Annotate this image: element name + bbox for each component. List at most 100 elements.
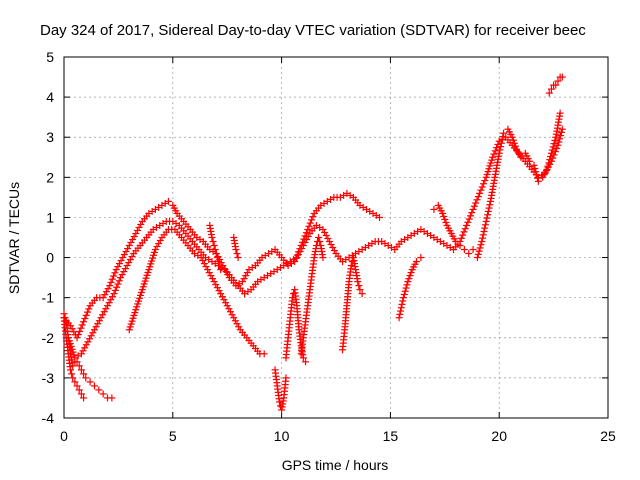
chart-title: Day 324 of 2017, Sidereal Day-to-day VTE… — [40, 22, 586, 39]
data-point — [551, 136, 559, 144]
data-point — [68, 325, 76, 333]
data-point — [85, 305, 93, 313]
data-point — [114, 280, 122, 288]
data-point — [77, 366, 85, 374]
data-point — [356, 286, 364, 294]
data-point — [130, 232, 138, 240]
data-point — [481, 221, 489, 229]
data-point — [301, 239, 309, 247]
data-point — [80, 318, 88, 326]
data-point — [442, 218, 450, 226]
data-point — [233, 250, 241, 258]
data-point — [125, 259, 133, 267]
data-point — [234, 254, 242, 262]
data-point — [214, 258, 222, 266]
data-point — [153, 243, 161, 251]
data-point — [99, 390, 107, 398]
data-point — [155, 240, 163, 248]
data-point — [104, 285, 112, 293]
data-point — [79, 347, 87, 355]
data-point — [543, 165, 551, 173]
data-point — [509, 136, 517, 144]
data-point — [468, 209, 476, 217]
data-point — [86, 335, 94, 343]
y-axis: -4 -3 -2 -1 0 1 2 3 4 5 — [42, 49, 608, 426]
data-point — [417, 254, 425, 262]
data-point — [208, 234, 216, 241]
data-point — [400, 290, 408, 298]
data-point — [226, 308, 234, 316]
data-points — [60, 73, 566, 414]
data-point — [211, 246, 219, 254]
data-point — [86, 378, 94, 386]
data-point — [547, 152, 555, 160]
data-point — [111, 269, 119, 277]
data-point — [556, 135, 564, 143]
data-point — [472, 199, 480, 207]
data-point — [80, 394, 88, 402]
data-point — [315, 234, 323, 241]
data-point — [294, 251, 302, 259]
data-point — [541, 169, 549, 177]
data-point — [470, 202, 478, 210]
data-point — [484, 211, 492, 219]
data-point — [466, 212, 474, 220]
data-point — [489, 153, 497, 161]
data-point — [330, 247, 338, 255]
data-point — [225, 305, 233, 313]
data-point — [510, 139, 518, 147]
data-point — [546, 156, 554, 164]
data-point — [260, 350, 268, 358]
data-point — [71, 378, 79, 386]
x-tick-label: 10 — [274, 428, 290, 444]
data-point — [118, 271, 126, 279]
data-point — [495, 149, 503, 157]
data-point — [376, 213, 384, 221]
data-point — [81, 344, 89, 352]
data-point — [120, 268, 128, 276]
data-point — [77, 350, 85, 358]
data-point — [401, 287, 409, 295]
data-point — [402, 284, 410, 292]
data-point — [108, 275, 116, 283]
data-point — [483, 214, 491, 222]
data-point — [240, 275, 248, 283]
data-point — [70, 328, 78, 336]
data-point — [204, 266, 212, 274]
data-point — [67, 366, 75, 374]
data-point — [554, 77, 562, 85]
data-point — [106, 282, 114, 290]
data-point — [486, 201, 494, 209]
data-point — [105, 299, 113, 307]
data-point — [459, 231, 467, 239]
data-point — [324, 235, 332, 243]
data-point — [547, 149, 555, 157]
data-point — [120, 251, 128, 259]
y-tick-label: 0 — [46, 250, 54, 266]
data-point — [231, 317, 239, 325]
data-point — [547, 85, 555, 93]
data-point — [127, 239, 135, 247]
data-point — [218, 293, 226, 301]
data-point — [102, 305, 110, 313]
data-point — [135, 223, 143, 231]
y-tick-label: 2 — [46, 169, 54, 185]
y-tick-label: 1 — [46, 209, 54, 225]
data-point — [212, 250, 220, 258]
data-point — [319, 225, 327, 233]
data-point — [558, 73, 566, 81]
data-point — [213, 254, 221, 262]
data-point — [316, 238, 324, 246]
data-point — [124, 245, 132, 253]
data-point — [413, 258, 421, 266]
y-tick-label: -1 — [42, 290, 55, 306]
data-point — [500, 129, 508, 137]
x-axis-label: GPS time / hours — [282, 457, 389, 473]
data-point — [463, 221, 471, 229]
data-point — [301, 232, 309, 240]
data-point — [476, 189, 484, 197]
data-point — [405, 275, 413, 283]
data-point — [556, 109, 564, 117]
data-point — [243, 269, 251, 277]
